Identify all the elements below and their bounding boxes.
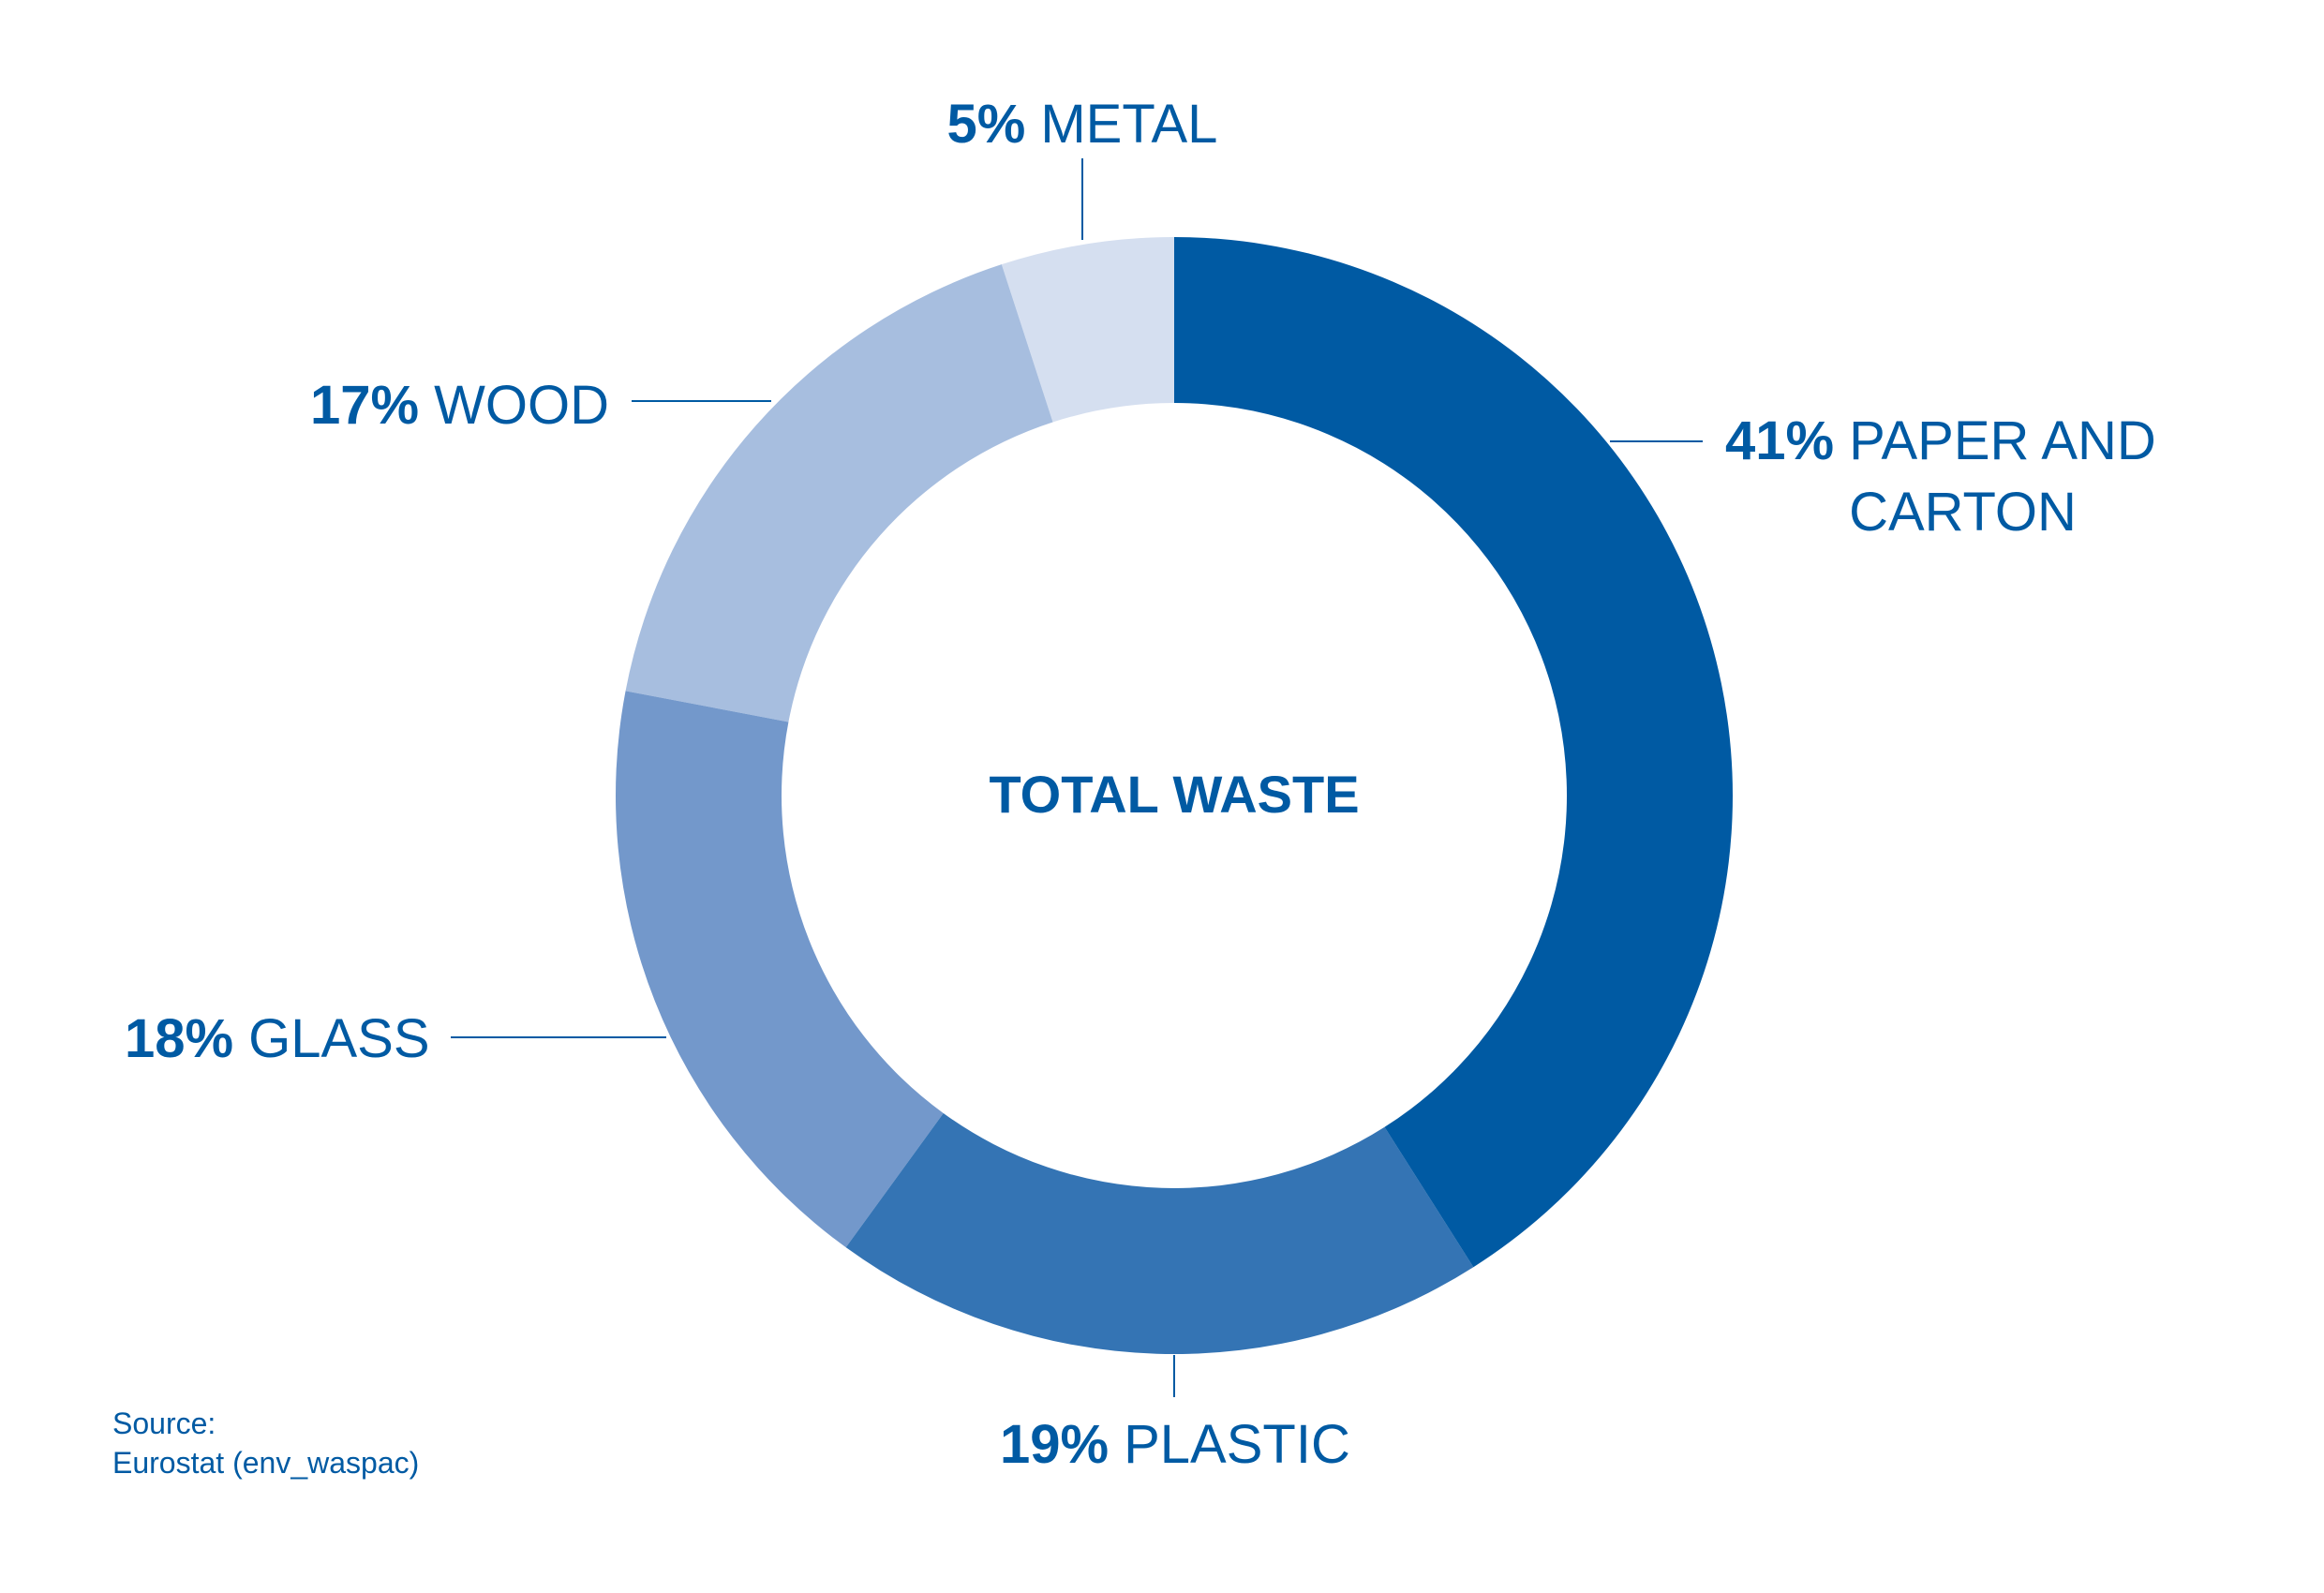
segment-label: 18% GLASS [125,1004,430,1075]
source: Source: Eurostat (env_waspac) [112,1404,419,1482]
value-label: 41% [1725,410,1835,471]
donut-segment [625,264,1053,722]
donut-segment [616,691,944,1248]
category-label: PAPER AND CARTON [1849,410,2156,543]
chart-title: TOTAL WASTE [989,765,1360,824]
source-label: Source: [112,1407,216,1440]
value-label: 5% [946,94,1026,155]
donut-segment [1174,237,1733,1268]
category-label: WOOD [434,375,609,436]
segment-label: 19% PLASTIC [1000,1409,1350,1481]
category-label: PLASTIC [1124,1414,1350,1475]
value-label: 19% [1000,1414,1110,1475]
segment-label: 41% PAPER AND CARTON [1725,406,2158,548]
segment-label: 17% WOOD [310,370,609,441]
leader-lines [451,158,1703,1397]
category-label: GLASS [248,1008,430,1069]
source-text: Eurostat (env_waspac) [112,1446,420,1480]
donut-segment [1001,237,1174,423]
donut-segment [845,1112,1474,1354]
category-label: METAL [1040,94,1218,155]
segment-label: 5% METAL [947,89,1218,160]
value-label: 18% [125,1008,234,1069]
value-label: 17% [310,375,420,436]
